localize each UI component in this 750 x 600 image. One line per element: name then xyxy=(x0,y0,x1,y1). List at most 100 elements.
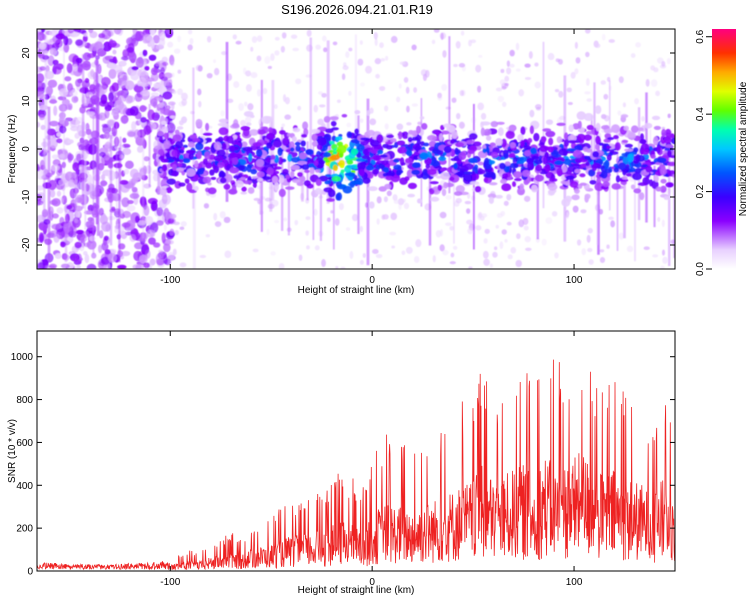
heatmap-speckle xyxy=(189,37,194,45)
heatmap-cell xyxy=(195,142,204,151)
heatmap-cell xyxy=(668,134,675,138)
heatmap-speckle xyxy=(270,53,275,62)
heatmap-speckle xyxy=(214,67,220,76)
heatmap-cell xyxy=(562,158,572,165)
heatmap-cell xyxy=(210,176,217,180)
heatmap-cell xyxy=(488,196,494,204)
heatmap-speckle xyxy=(403,202,410,210)
heatmap-speckle xyxy=(570,71,576,79)
heatmap-cell xyxy=(323,116,331,123)
heatmap-speckle xyxy=(49,199,58,206)
heatmap-cell xyxy=(450,157,460,162)
heatmap-speckle xyxy=(87,103,93,108)
heatmap-speckle xyxy=(379,42,384,49)
heatmap-speckle xyxy=(138,254,148,264)
heatmap-cell xyxy=(443,123,451,128)
heatmap-speckle xyxy=(173,48,181,54)
heatmap-speckle xyxy=(177,69,182,74)
heatmap-speckle xyxy=(149,29,156,36)
heatmap-speckle xyxy=(144,215,154,225)
heatmap-cell xyxy=(547,146,554,153)
heatmap-cell xyxy=(354,128,359,135)
heatmap-speckle xyxy=(460,30,465,36)
heatmap-cell xyxy=(369,118,377,126)
heatmap-cell xyxy=(440,171,451,180)
heatmap-speckle xyxy=(162,91,173,100)
heatmap-speckle xyxy=(67,29,75,34)
heatmap-speckle xyxy=(667,113,671,119)
heatmap-cell xyxy=(205,122,210,131)
heatmap-speckle xyxy=(359,118,364,124)
heatmap-speckle xyxy=(475,225,482,231)
heatmap-cell xyxy=(579,182,587,186)
heatmap-cell xyxy=(226,164,231,171)
heatmap-speckle xyxy=(148,54,157,61)
heatmap-speckle xyxy=(315,44,322,50)
heatmap-cell xyxy=(469,181,480,185)
heatmap-speckle xyxy=(150,92,160,97)
heatmap-cell xyxy=(423,142,430,147)
heatmap-cell xyxy=(574,169,581,174)
heatmap-cell xyxy=(413,155,420,161)
heatmap-speckle xyxy=(48,263,57,269)
heatmap-cell xyxy=(285,186,295,190)
heatmap-cell xyxy=(545,130,556,138)
heatmap-cell xyxy=(318,175,329,182)
heatmap-cell xyxy=(411,169,421,176)
heatmap-cell xyxy=(303,180,311,187)
heatmap-speckle xyxy=(499,79,506,86)
heatmap-speckle xyxy=(139,106,148,111)
heatmap-speckle xyxy=(342,65,349,71)
heatmap-cell xyxy=(606,153,612,162)
heatmap-cell xyxy=(666,161,675,167)
heatmap-cell xyxy=(266,142,272,149)
heatmap-cell xyxy=(547,183,558,191)
heatmap-speckle xyxy=(165,105,171,110)
heatmap-speckle xyxy=(270,251,276,256)
heatmap-speckle xyxy=(131,66,139,71)
heatmap-cell xyxy=(186,168,196,177)
heatmap-speckle xyxy=(223,216,231,224)
heatmap-speckle xyxy=(72,63,78,72)
heatmap-cell xyxy=(335,193,341,201)
heatmap-speckle xyxy=(262,87,268,95)
heatmap-speckle xyxy=(161,56,168,63)
heatmap-cell xyxy=(601,125,610,130)
heatmap-speckle xyxy=(159,107,164,115)
heatmap-speckle xyxy=(247,103,254,111)
heatmap-speckle xyxy=(163,242,171,253)
heatmap-speckle xyxy=(71,95,79,104)
heatmap-speckle xyxy=(253,197,261,201)
heatmap-speckle xyxy=(181,98,188,106)
heatmap-speckle xyxy=(376,218,380,225)
heatmap-cell xyxy=(159,187,167,196)
heatmap-speckle xyxy=(158,37,166,47)
snr-x-axis-label: Height of straight line (km) xyxy=(298,585,415,596)
heatmap-cell xyxy=(417,198,422,204)
heatmap-speckle xyxy=(431,39,436,45)
heatmap-speckle xyxy=(622,102,627,108)
heatmap-speckle xyxy=(522,217,529,226)
heatmap-speckle xyxy=(442,50,447,58)
heatmap-cell xyxy=(290,147,295,152)
heatmap-cell xyxy=(576,133,586,142)
heatmap-cell xyxy=(455,185,465,193)
heatmap-speckle xyxy=(349,251,354,260)
heatmap-speckle xyxy=(289,161,295,167)
heatmap-cell xyxy=(221,142,227,151)
heatmap-cell xyxy=(311,133,318,142)
heatmap-cell xyxy=(425,163,431,169)
heatmap-cell xyxy=(527,161,535,171)
heatmap-cell xyxy=(661,128,667,137)
heatmap-speckle xyxy=(179,226,185,230)
heatmap-speckle xyxy=(232,34,237,40)
heatmap-cell xyxy=(196,150,202,160)
heatmap-speckle xyxy=(39,66,47,71)
heatmap-speckle xyxy=(385,55,389,61)
heatmap-speckle xyxy=(69,89,78,97)
heatmap-speckle xyxy=(450,252,455,258)
heatmap-cell xyxy=(187,141,195,148)
heatmap-cell xyxy=(563,139,569,147)
heatmap-speckle xyxy=(84,253,90,264)
heatmap-cell xyxy=(401,162,406,166)
